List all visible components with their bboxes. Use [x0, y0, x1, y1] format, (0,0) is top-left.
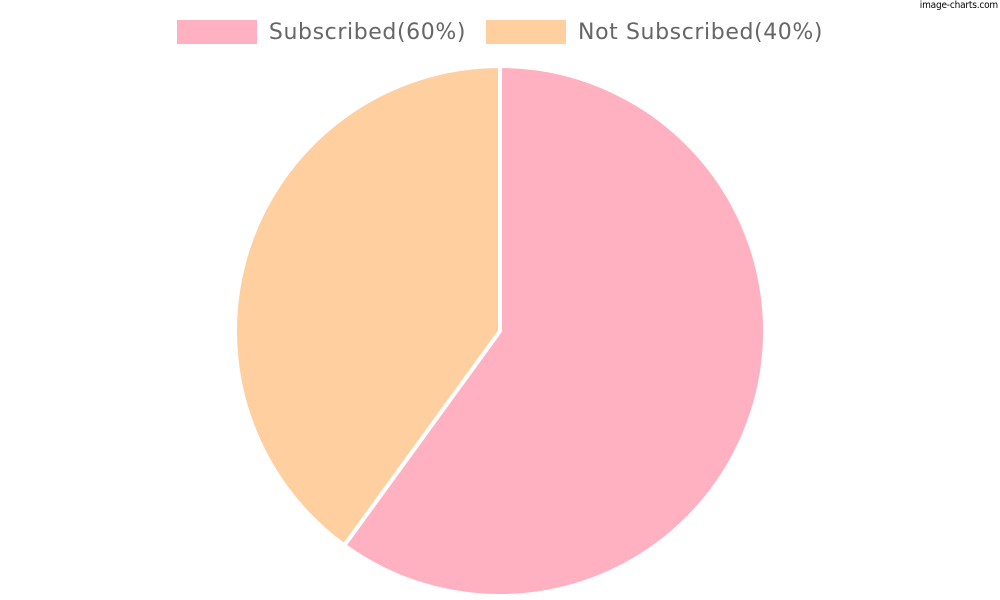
legend-label-not-subscribed: Not Subscribed(40%) [578, 19, 824, 45]
pie-slice-not-subscribed[interactable] [233, 64, 502, 548]
legend-label-subscribed: Subscribed(60%) [268, 19, 467, 45]
legend-swatch-subscribed [176, 20, 257, 44]
watermark: image-charts.com [919, 0, 998, 11]
legend-swatch-not-subscribed [486, 20, 567, 44]
pie-slice-subscribed[interactable] [342, 64, 767, 598]
legend-item-subscribed[interactable]: Subscribed(60%) [176, 19, 467, 45]
legend-item-not-subscribed[interactable]: Not Subscribed(40%) [486, 20, 823, 45]
chart-legend: Subscribed(60%) Not Subscribed(40%) [0, 17, 1000, 47]
